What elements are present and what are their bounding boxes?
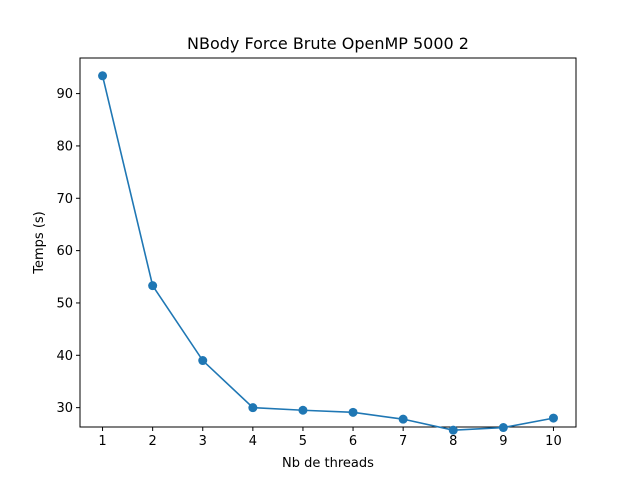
plot-area-frame xyxy=(79,57,577,428)
data-point xyxy=(498,423,508,433)
y-tick-label: 80 xyxy=(56,139,73,154)
x-tick-label: 4 xyxy=(249,434,257,449)
y-tick-label: 50 xyxy=(56,296,73,311)
y-tick-label: 30 xyxy=(56,401,73,416)
x-tick-label: 9 xyxy=(499,434,507,449)
x-tick-label: 6 xyxy=(349,434,357,449)
data-point xyxy=(148,281,158,291)
data-point xyxy=(98,71,108,81)
data-point xyxy=(248,403,258,413)
x-tick-label: 10 xyxy=(545,434,562,449)
series-line xyxy=(101,75,554,431)
x-axis: 1 2 3 4 5 6 7 8 9 10 xyxy=(98,427,562,449)
x-tick-label: 1 xyxy=(98,434,106,449)
y-tick-label: 40 xyxy=(56,349,73,364)
data-point xyxy=(298,405,308,415)
y-axis-label: Temps (s) xyxy=(32,211,47,274)
data-point xyxy=(398,414,408,424)
x-tick-label: 5 xyxy=(299,434,307,449)
y-tick-label: 60 xyxy=(56,244,73,259)
y-tick-label: 90 xyxy=(56,87,73,102)
series-markers xyxy=(98,71,558,435)
y-axis: 30 40 50 60 70 80 90 xyxy=(56,87,80,416)
x-tick-label: 8 xyxy=(449,434,457,449)
y-tick-label: 70 xyxy=(56,192,73,207)
data-point xyxy=(548,413,558,423)
x-tick-label: 2 xyxy=(149,434,157,449)
data-point xyxy=(348,407,358,417)
chart-title: NBody Force Brute OpenMP 5000 2 xyxy=(187,34,469,53)
x-axis-label: Nb de threads xyxy=(282,456,374,471)
x-tick-label: 7 xyxy=(399,434,407,449)
x-tick-label: 3 xyxy=(199,434,207,449)
data-point xyxy=(448,425,458,435)
data-point xyxy=(198,356,208,366)
